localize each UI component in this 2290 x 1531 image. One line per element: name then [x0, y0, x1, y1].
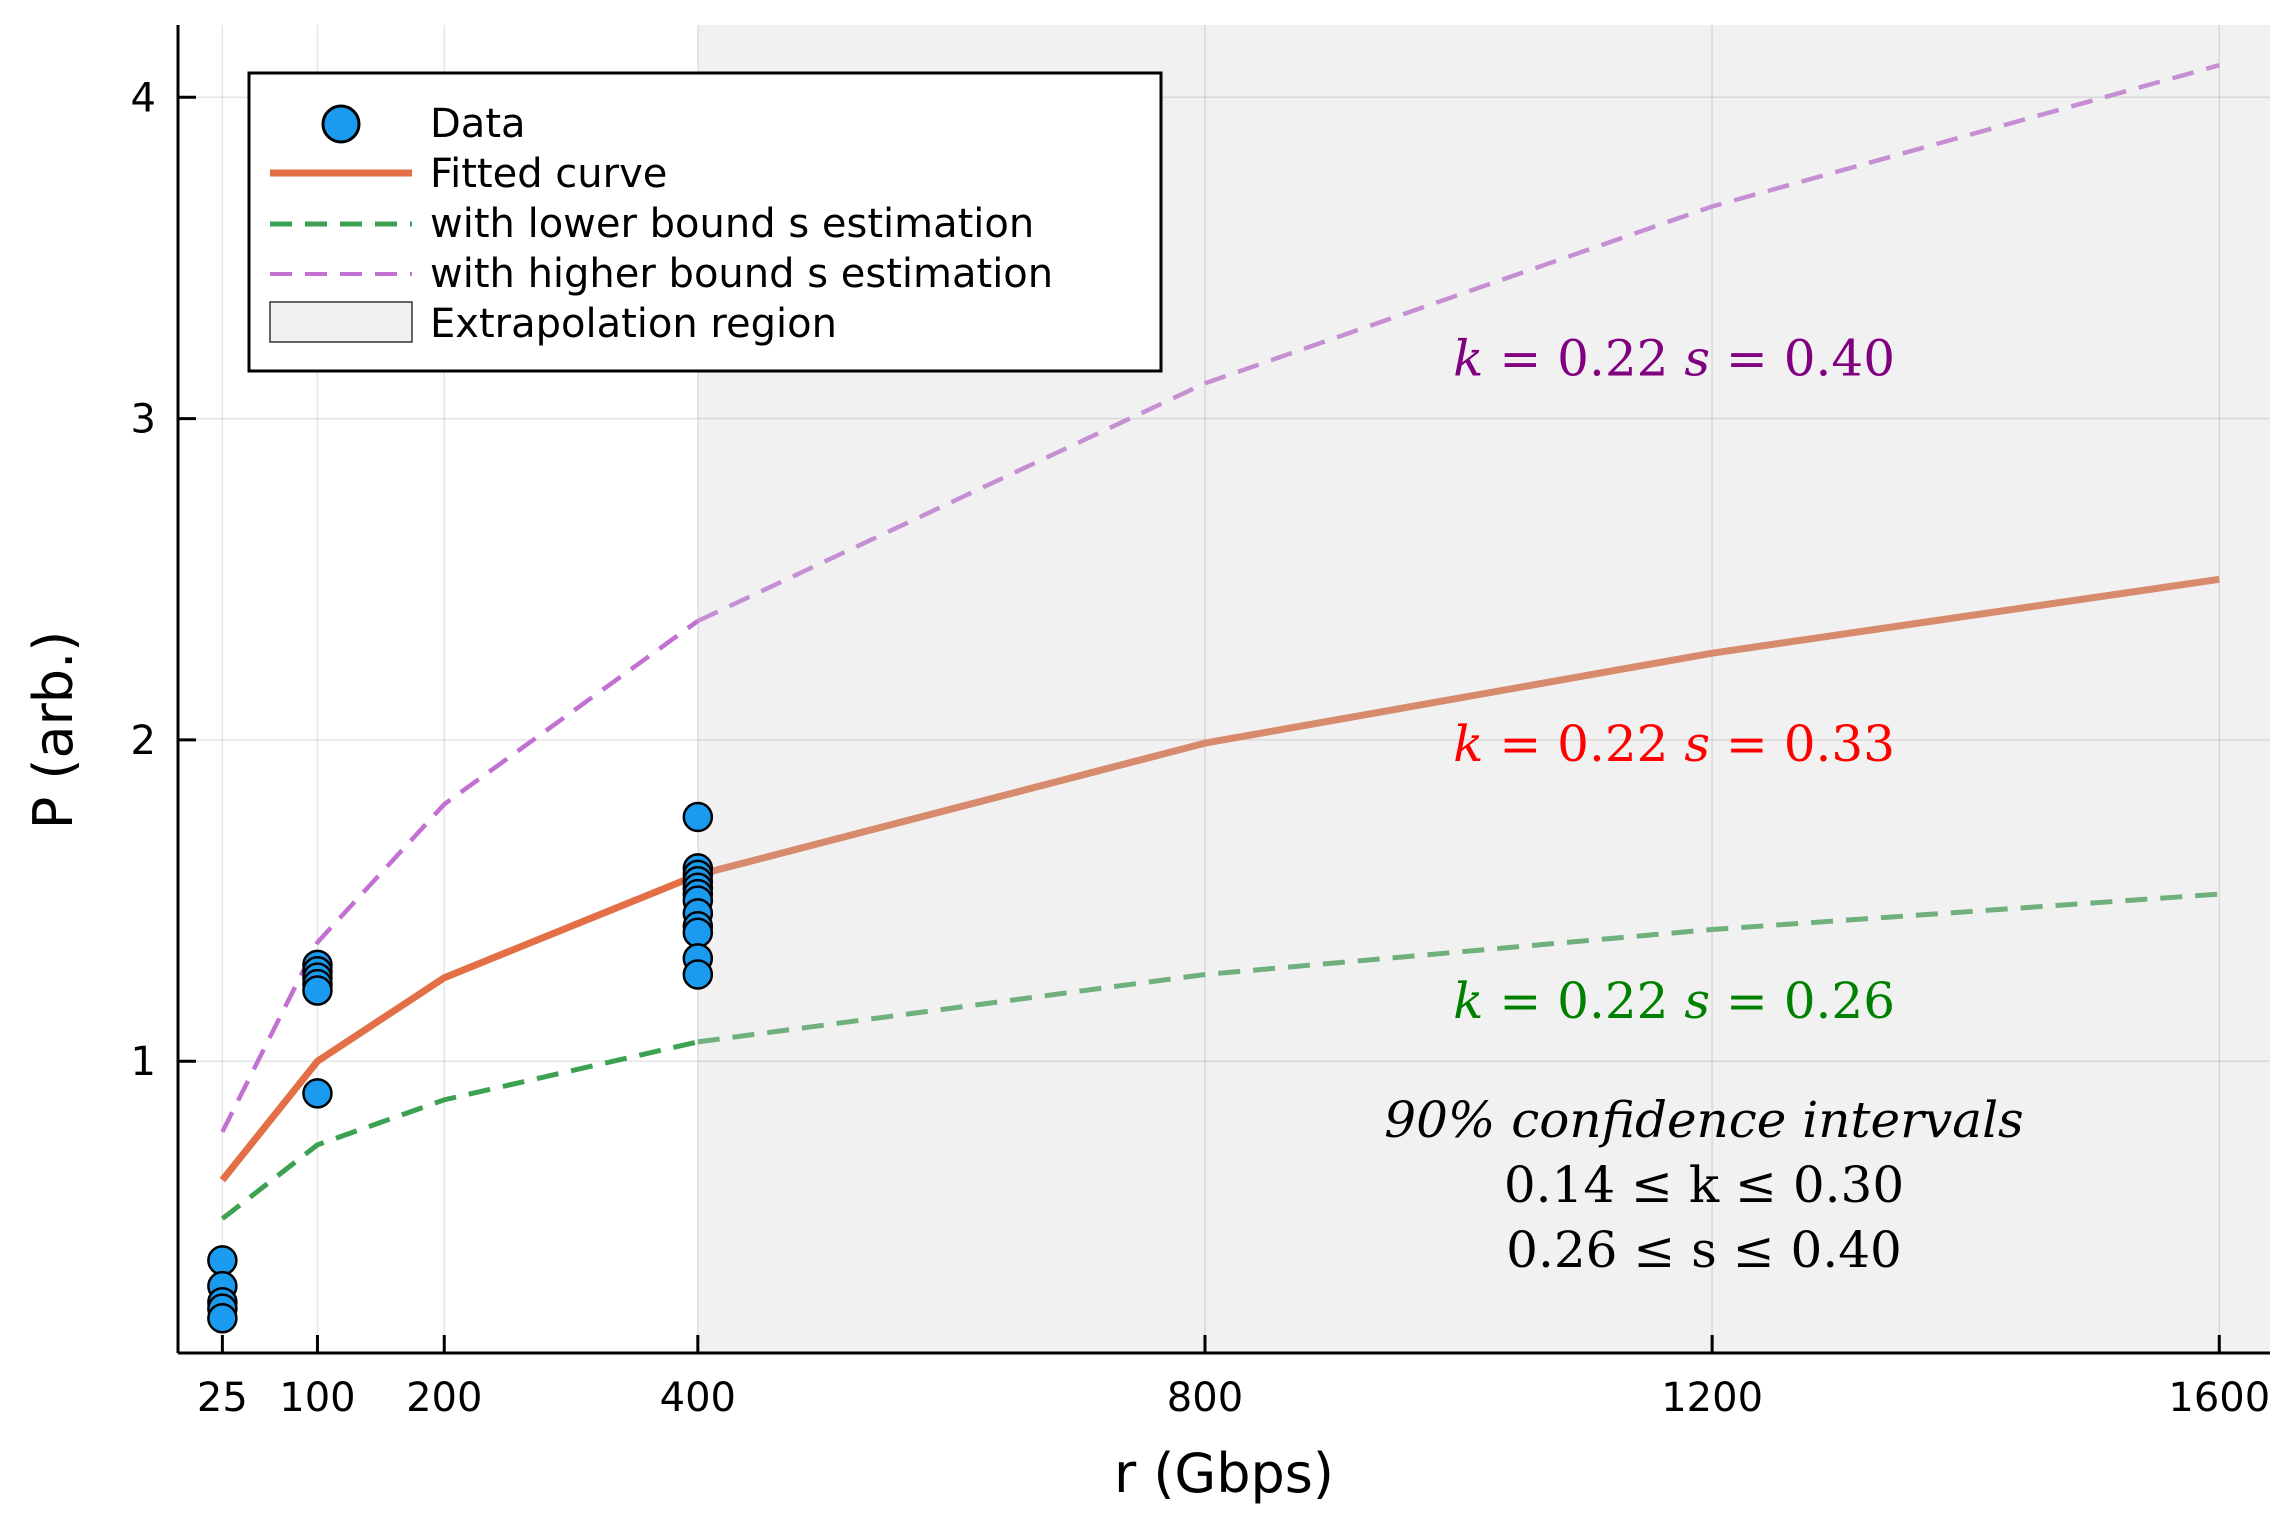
legend-label-fitted: Fitted curve	[430, 151, 667, 197]
data-point	[302, 1078, 333, 1109]
legend: Data Fitted curve with lower bound s est…	[247, 71, 1163, 373]
annotation-part: s	[1684, 715, 1710, 773]
data-point	[207, 1245, 238, 1276]
annotation-part: = 0.22	[1483, 330, 1684, 388]
y-axis-title: P (arb.)	[22, 631, 85, 830]
x-tick-label: 100	[279, 1375, 355, 1421]
legend-label-data: Data	[430, 101, 526, 147]
series-line-1-extrapolated	[697, 891, 2220, 1045]
legend-swatch-region	[269, 301, 413, 343]
ks-annotation: k = 0.22 s = 0.33	[1453, 715, 1895, 773]
series-line-0-fitted-range	[219, 871, 700, 1183]
legend-label-region: Extrapolation region	[430, 301, 837, 347]
legend-label-lower: with lower bound s estimation	[430, 201, 1034, 247]
data-point	[682, 801, 714, 833]
x-tick-label: 800	[1167, 1375, 1243, 1421]
legend-label-higher: with higher bound s estimation	[430, 251, 1053, 297]
annotation-part: = 0.22	[1483, 972, 1684, 1030]
annotation-part: = 0.26	[1710, 972, 1895, 1030]
annotation-part: s	[1684, 330, 1710, 388]
annotation-part: s	[1684, 972, 1710, 1030]
axes-layer: 25 100 200 400 800 1200 1600 1 2 3 4	[131, 25, 2270, 1421]
annotation-part: k	[1453, 972, 1483, 1030]
data-point	[682, 917, 714, 948]
x-tick-label: 25	[197, 1375, 248, 1421]
confidence-note-line-1: 90% confidence intervals	[1384, 1091, 2023, 1149]
series-line-2-fitted-range	[220, 619, 700, 1133]
legend-marker-data	[321, 104, 361, 144]
points-layer	[207, 801, 714, 1334]
annotation-part: = 0.22	[1483, 715, 1684, 773]
annotation-part: k	[1453, 715, 1483, 773]
x-tick-label: 200	[406, 1375, 482, 1421]
x-tick-label: 400	[660, 1375, 736, 1421]
annotation-layer: k = 0.22 s = 0.40k = 0.22 s = 0.33k = 0.…	[1384, 330, 2023, 1279]
series-line-0-extrapolated	[696, 575, 2220, 879]
y-tick-label: 2	[131, 718, 156, 764]
annotation-part: k	[1453, 330, 1483, 388]
x-axis-title: r (Gbps)	[1114, 1442, 1334, 1505]
series-layer	[219, 63, 2220, 1221]
data-point	[207, 1303, 238, 1334]
series-line-2-extrapolated	[696, 63, 2220, 624]
series-line-1-fitted-range	[220, 1039, 699, 1221]
y-tick-label: 1	[131, 1039, 156, 1085]
y-tick-label: 4	[131, 75, 156, 121]
ks-annotation: k = 0.22 s = 0.40	[1453, 330, 1895, 388]
x-tick-label: 1200	[1661, 1375, 1763, 1421]
ks-annotation: k = 0.22 s = 0.26	[1453, 972, 1895, 1030]
confidence-note-line-2: 0.14 ≤ k ≤ 0.30	[1504, 1156, 1904, 1214]
annotation-part: = 0.33	[1710, 715, 1895, 773]
y-tick-label: 3	[131, 397, 156, 443]
x-tick-label: 1600	[2168, 1375, 2270, 1421]
data-point	[302, 975, 333, 1006]
data-point	[682, 959, 714, 990]
annotation-part: = 0.40	[1710, 330, 1895, 388]
confidence-note-line-3: 0.26 ≤ s ≤ 0.40	[1506, 1221, 1902, 1279]
grid-layer	[178, 25, 2270, 1353]
